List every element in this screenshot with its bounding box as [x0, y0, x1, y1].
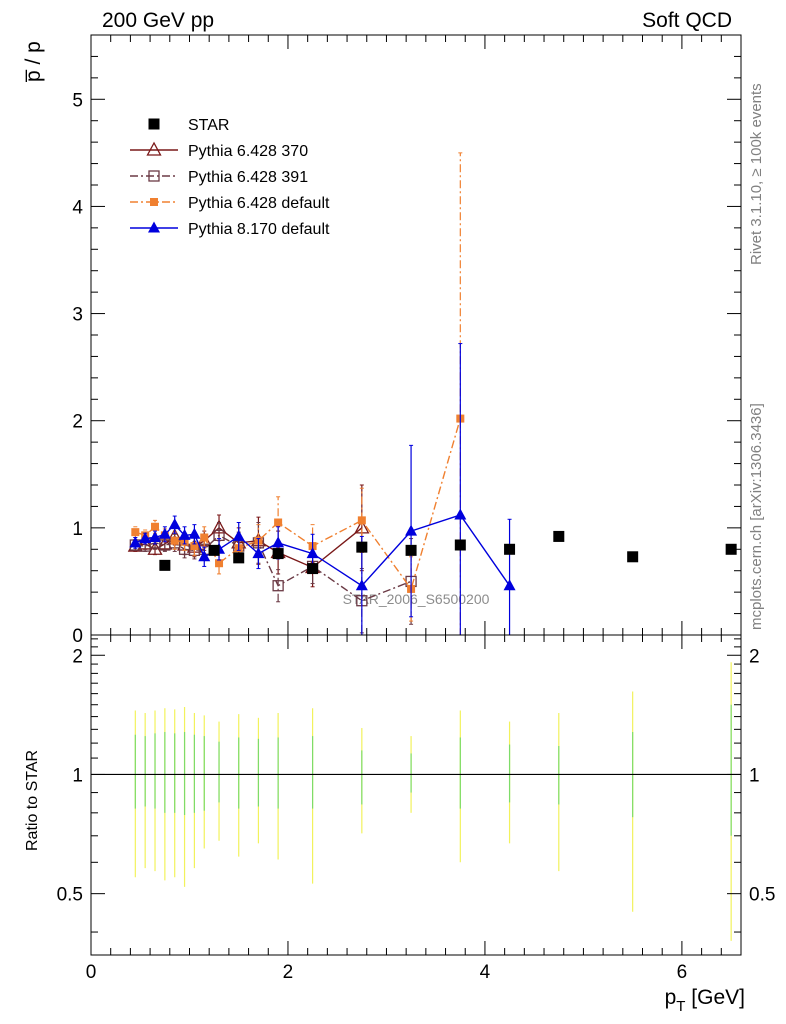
- data-point: [178, 528, 191, 540]
- data-point: [159, 559, 171, 571]
- main-axis-ticks: 0 1 2 3 4 5: [72, 35, 741, 647]
- legend-label: STAR: [188, 117, 229, 134]
- x-tick-label: 6: [677, 962, 688, 983]
- data-point: [149, 531, 162, 542]
- analysis-watermark: STAR_2006_S6500200: [343, 591, 490, 607]
- mcplots-credit-text: mcplots.cern.ch [arXiv:1306.3436]: [748, 403, 765, 630]
- data-point: [356, 541, 368, 553]
- ratio-frame: [90, 634, 742, 956]
- data-point: [170, 536, 179, 545]
- data-point: [168, 518, 181, 530]
- data-point: [151, 522, 160, 531]
- main-series-group: [127, 152, 737, 635]
- legend-entry: Pythia 6.428 391: [130, 169, 308, 186]
- data-point: [405, 524, 418, 536]
- ratio-axis-ticks: 0.5 0.5 1 1 2 2 0 2 4 6: [57, 635, 775, 983]
- data-point: [503, 579, 516, 591]
- data-point: [405, 544, 417, 556]
- data-point: [553, 530, 565, 542]
- data-point: [148, 221, 160, 233]
- data-point: [129, 536, 142, 548]
- y-tick-label: 5: [72, 90, 83, 111]
- data-point: [454, 508, 467, 520]
- data-point: [274, 518, 283, 527]
- data-point: [725, 543, 737, 555]
- legend-entry: Pythia 6.428 370: [130, 141, 308, 160]
- ratio-y-tick-label-right: 2: [749, 646, 760, 667]
- ratio-y-tick-label: 1: [72, 765, 83, 786]
- legend-label: Pythia 6.428 default: [188, 195, 330, 212]
- ratio-ylabel: Ratio to STAR: [24, 750, 41, 851]
- data-point: [208, 544, 220, 556]
- legend-entry: Pythia 8.170 default: [130, 221, 330, 238]
- data-point: [148, 118, 160, 130]
- data-point: [131, 528, 140, 537]
- data-point: [158, 527, 171, 539]
- legend: STAR Pythia 6.428 370 Pythia 6.428 391 Pyth…: [130, 117, 330, 238]
- data-point: [454, 539, 466, 551]
- data-point: [627, 551, 639, 563]
- data-point: [188, 527, 201, 539]
- y-tick-label: 0: [72, 626, 83, 647]
- header-left: 200 GeV pp: [102, 9, 214, 32]
- ratio-y-tick-label-right: 1: [749, 765, 760, 786]
- series-clip-group: [127, 152, 737, 635]
- x-tick-label: 0: [86, 962, 97, 983]
- legend-label: Pythia 8.170 default: [188, 221, 330, 238]
- legend-label: Pythia 6.428 370: [188, 143, 308, 160]
- ratio-y-tick-label-right: 0.5: [749, 885, 775, 906]
- data-point: [357, 516, 366, 525]
- data-point: [146, 141, 162, 156]
- data-point: [252, 547, 265, 559]
- y-tick-label: 3: [72, 305, 83, 326]
- x-tick-label: 2: [283, 962, 294, 983]
- ratio-y-tick-label: 2: [72, 646, 83, 667]
- data-point: [215, 559, 224, 568]
- x-tick-label: 4: [480, 962, 491, 983]
- data-point: [211, 519, 227, 534]
- x-axis-label: pT [GeV]: [665, 986, 745, 1015]
- data-point: [272, 580, 284, 592]
- data-point: [139, 532, 152, 544]
- legend-entry: STAR: [148, 117, 229, 134]
- y-tick-label: 2: [72, 412, 83, 433]
- data-point: [355, 579, 368, 591]
- main-panel: STAR_2006_S6500200 0 1 2 3 4 5 p̅ / p: [22, 34, 742, 647]
- data-point: [190, 542, 199, 551]
- data-point: [198, 550, 211, 562]
- data-point: [150, 198, 158, 206]
- data-point: [233, 552, 245, 564]
- data-point: [272, 548, 284, 560]
- data-point: [272, 536, 285, 548]
- data-point: [200, 533, 209, 542]
- series-line: [135, 534, 412, 602]
- data-point: [504, 543, 516, 555]
- main-ylabel: p̅ / p: [22, 41, 45, 83]
- data-point: [232, 529, 245, 541]
- series-star: [159, 530, 737, 575]
- ratio-uncertainty-bands: [91, 662, 741, 941]
- legend-entry: Pythia 6.428 default: [130, 195, 330, 212]
- rivet-version-text: Rivet 3.1.10, ≥ 100k events: [748, 83, 765, 265]
- ratio-y-tick-label: 0.5: [57, 885, 83, 906]
- legend-label: Pythia 6.428 391: [188, 169, 308, 186]
- data-point: [307, 563, 319, 575]
- y-tick-label: 1: [72, 519, 83, 540]
- header-right: Soft QCD: [642, 9, 732, 32]
- ratio-panel: 0.5 0.5 1 1 2 2 0 2 4 6 Ratio to STAR pT [GeV]: [24, 634, 775, 1015]
- data-point: [306, 547, 319, 559]
- y-tick-label: 4: [72, 197, 83, 218]
- data-point: [148, 170, 160, 182]
